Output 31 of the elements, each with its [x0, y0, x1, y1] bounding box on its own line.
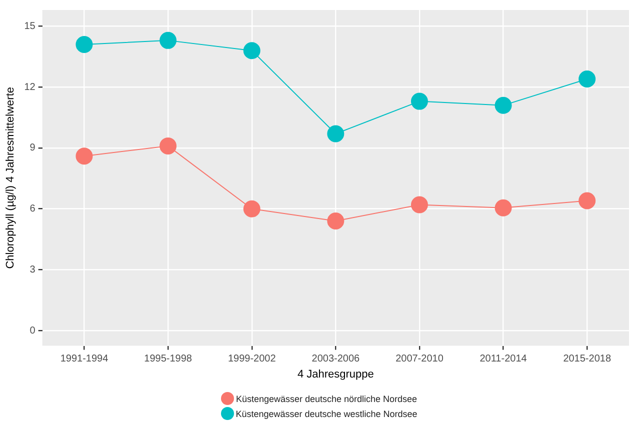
point: [243, 42, 260, 60]
point: [494, 199, 512, 216]
legend-label: Küstengewässer deutsche nördliche Nordsee: [236, 394, 418, 404]
point: [494, 96, 512, 114]
point: [243, 200, 260, 218]
point: [410, 92, 428, 110]
point: [327, 125, 344, 142]
x-tick-label: 1999-2002: [228, 354, 276, 365]
legend-label: Küstengewässer deutsche westliche Nordsee: [236, 408, 418, 418]
x-axis-title: 4 Jahresgruppe: [297, 368, 374, 380]
point: [327, 212, 344, 230]
y-tick-label: 0: [30, 325, 36, 336]
point: [578, 192, 596, 210]
point: [410, 196, 428, 214]
x-tick-label: 1991-1994: [60, 354, 109, 365]
x-tick-label: 2011-2014: [480, 354, 528, 365]
point: [76, 36, 93, 53]
x-tick-label: 2015-2018: [563, 354, 612, 365]
x-tick-label: 2003-2006: [312, 354, 360, 365]
point: [160, 32, 177, 49]
y-tick-label: 15: [24, 20, 36, 32]
point: [160, 137, 177, 154]
point: [578, 70, 596, 88]
y-tick-label: 3: [30, 264, 36, 276]
y-tick-label: 12: [24, 82, 36, 93]
x-tick-label: 2007-2010: [396, 354, 444, 365]
y-tick-label: 9: [30, 142, 36, 154]
y-axis-title: Chlorophyll (µg/l) 4 Jahresmittelwerte: [4, 87, 17, 269]
x-tick-label: 1995-1998: [144, 354, 192, 365]
point: [76, 148, 93, 165]
y-tick-label: 6: [30, 204, 36, 215]
